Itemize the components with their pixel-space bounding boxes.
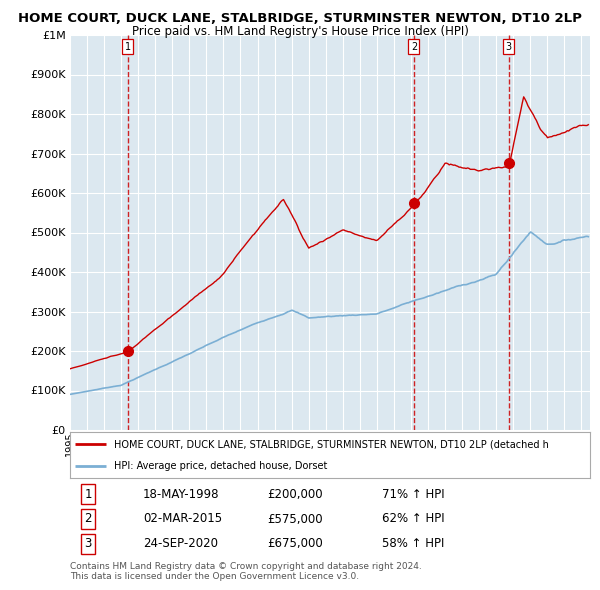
Text: Price paid vs. HM Land Registry's House Price Index (HPI): Price paid vs. HM Land Registry's House … — [131, 25, 469, 38]
Text: 71% ↑ HPI: 71% ↑ HPI — [382, 487, 445, 500]
Text: 62% ↑ HPI: 62% ↑ HPI — [382, 513, 445, 526]
Text: 24-SEP-2020: 24-SEP-2020 — [143, 537, 218, 550]
Text: 2: 2 — [411, 42, 417, 52]
Text: £675,000: £675,000 — [268, 537, 323, 550]
Text: 2: 2 — [85, 513, 92, 526]
Text: HOME COURT, DUCK LANE, STALBRIDGE, STURMINSTER NEWTON, DT10 2LP: HOME COURT, DUCK LANE, STALBRIDGE, STURM… — [18, 12, 582, 25]
Text: 3: 3 — [506, 42, 512, 52]
Text: 02-MAR-2015: 02-MAR-2015 — [143, 513, 222, 526]
Text: £575,000: £575,000 — [268, 513, 323, 526]
Text: 18-MAY-1998: 18-MAY-1998 — [143, 487, 220, 500]
Text: 1: 1 — [85, 487, 92, 500]
Text: HOME COURT, DUCK LANE, STALBRIDGE, STURMINSTER NEWTON, DT10 2LP (detached h: HOME COURT, DUCK LANE, STALBRIDGE, STURM… — [114, 440, 549, 450]
Text: £200,000: £200,000 — [268, 487, 323, 500]
Text: 3: 3 — [85, 537, 92, 550]
Text: 1: 1 — [125, 42, 131, 52]
Text: 58% ↑ HPI: 58% ↑ HPI — [382, 537, 445, 550]
Text: Contains HM Land Registry data © Crown copyright and database right 2024.
This d: Contains HM Land Registry data © Crown c… — [70, 562, 422, 581]
Text: HPI: Average price, detached house, Dorset: HPI: Average price, detached house, Dors… — [114, 461, 328, 471]
